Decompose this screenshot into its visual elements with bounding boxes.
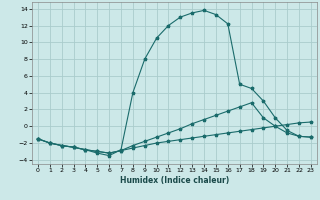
X-axis label: Humidex (Indice chaleur): Humidex (Indice chaleur) <box>120 176 229 185</box>
